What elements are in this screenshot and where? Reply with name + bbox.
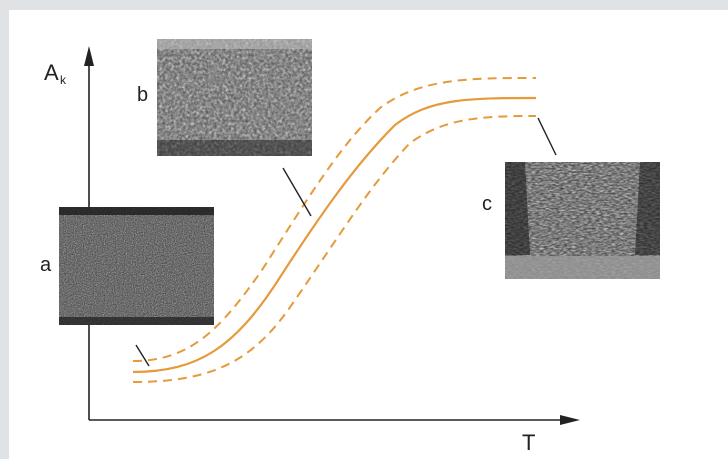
fracture-photo-c xyxy=(505,162,660,279)
x-axis-arrow-icon xyxy=(560,415,580,425)
leader-line-a xyxy=(135,344,150,367)
leader-line-c xyxy=(537,117,557,156)
upper-scatter-band xyxy=(132,77,537,362)
y-axis-label-subscript: k xyxy=(60,73,67,87)
lower-scatter-band xyxy=(132,115,537,383)
mean-transition-curve xyxy=(132,96,537,374)
photo-label-c: c xyxy=(482,193,492,215)
fracture-photo-b xyxy=(157,39,312,156)
fracture-photo-a xyxy=(59,207,214,325)
y-axis-arrow-icon xyxy=(84,46,94,66)
photo-label-a: a xyxy=(40,254,52,276)
photo-label-b: b xyxy=(137,84,148,106)
x-axis-label: T xyxy=(522,430,535,455)
leader-line-b xyxy=(282,167,312,217)
y-axis-label: A xyxy=(44,60,59,85)
